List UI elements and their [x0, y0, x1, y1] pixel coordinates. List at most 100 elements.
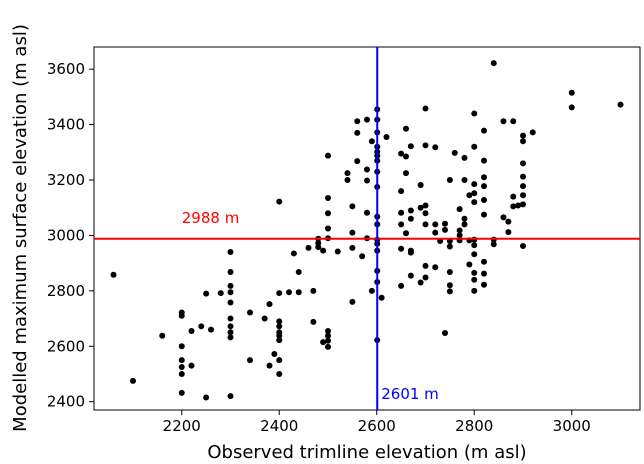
data-point — [305, 244, 312, 251]
data-point — [227, 329, 234, 336]
data-point — [325, 225, 331, 232]
data-point — [481, 157, 487, 164]
data-point — [432, 264, 439, 271]
data-point — [203, 394, 210, 401]
data-point — [510, 118, 517, 125]
data-point — [466, 192, 473, 199]
data-point — [617, 101, 624, 108]
data-point — [481, 270, 487, 277]
data-point — [178, 357, 185, 364]
data-point — [446, 177, 453, 184]
data-point — [398, 188, 405, 195]
data-point — [286, 289, 292, 296]
data-point — [354, 118, 361, 125]
data-point — [227, 282, 234, 289]
data-point — [505, 218, 512, 225]
data-point — [344, 177, 351, 184]
data-point — [422, 142, 429, 149]
data-point — [178, 312, 185, 319]
data-point — [325, 328, 331, 335]
data-point — [276, 357, 283, 364]
data-point — [276, 323, 283, 330]
data-point — [520, 192, 526, 199]
data-point — [403, 230, 409, 237]
data-point — [344, 170, 351, 177]
data-point — [520, 183, 526, 190]
data-point — [456, 227, 463, 234]
data-point — [520, 201, 526, 208]
data-point — [203, 290, 210, 297]
data-point — [520, 242, 526, 249]
data-point — [422, 274, 429, 281]
data-point — [568, 89, 575, 96]
data-point — [354, 158, 361, 165]
data-point — [456, 232, 463, 239]
horizontal-line-label: 2988 m — [182, 209, 240, 227]
data-point — [407, 207, 414, 214]
data-point — [471, 143, 478, 150]
data-point — [490, 241, 497, 248]
data-point — [451, 149, 458, 156]
y-tick-label: 3600 — [47, 60, 85, 78]
data-point — [432, 144, 439, 151]
data-point — [188, 328, 195, 335]
data-point — [227, 269, 234, 276]
data-point — [432, 229, 439, 236]
data-point — [325, 337, 331, 344]
data-point — [276, 290, 283, 297]
data-point — [471, 110, 478, 117]
data-point — [481, 281, 487, 288]
data-point — [227, 323, 234, 330]
data-point — [325, 152, 331, 159]
data-point — [325, 332, 331, 339]
data-point — [247, 357, 253, 364]
data-point — [349, 229, 356, 236]
data-point — [334, 248, 341, 255]
data-point — [398, 282, 405, 289]
data-point — [227, 289, 234, 296]
data-point — [471, 276, 478, 283]
data-point — [276, 198, 283, 205]
data-point — [315, 244, 322, 251]
data-point — [178, 370, 185, 377]
x-axis-ticks: 2200 2400 2600 2800 3000 — [163, 410, 591, 435]
data-point — [471, 199, 478, 206]
y-tick-label: 2800 — [47, 282, 85, 300]
data-point — [261, 315, 268, 322]
data-point — [383, 134, 390, 141]
data-point — [471, 287, 478, 294]
data-point — [320, 339, 327, 346]
data-point — [510, 193, 517, 200]
data-point — [422, 105, 429, 112]
data-point — [217, 290, 224, 297]
data-point — [227, 249, 234, 256]
data-point — [481, 196, 487, 203]
data-point — [417, 204, 424, 211]
data-point — [178, 364, 185, 371]
y-tick-label: 2400 — [47, 393, 85, 411]
data-point — [481, 183, 487, 190]
data-point — [461, 154, 468, 161]
data-point — [310, 287, 317, 294]
data-point — [364, 209, 370, 216]
data-point — [227, 315, 234, 322]
data-point — [276, 370, 283, 377]
data-point — [446, 288, 453, 295]
data-point — [110, 271, 117, 278]
data-point — [349, 298, 356, 305]
data-point — [364, 116, 370, 123]
data-point — [490, 60, 497, 67]
y-axis-ticks: 2400 2600 2800 3000 3200 3400 3600 — [47, 60, 94, 411]
data-point — [471, 190, 478, 197]
data-point — [290, 250, 297, 257]
data-point — [178, 389, 185, 396]
data-point — [276, 318, 283, 325]
data-point — [325, 195, 331, 202]
data-point — [247, 309, 253, 316]
data-point — [364, 177, 370, 184]
data-point — [349, 244, 356, 251]
data-point — [198, 323, 205, 330]
data-point — [481, 211, 487, 218]
data-point — [364, 166, 370, 173]
